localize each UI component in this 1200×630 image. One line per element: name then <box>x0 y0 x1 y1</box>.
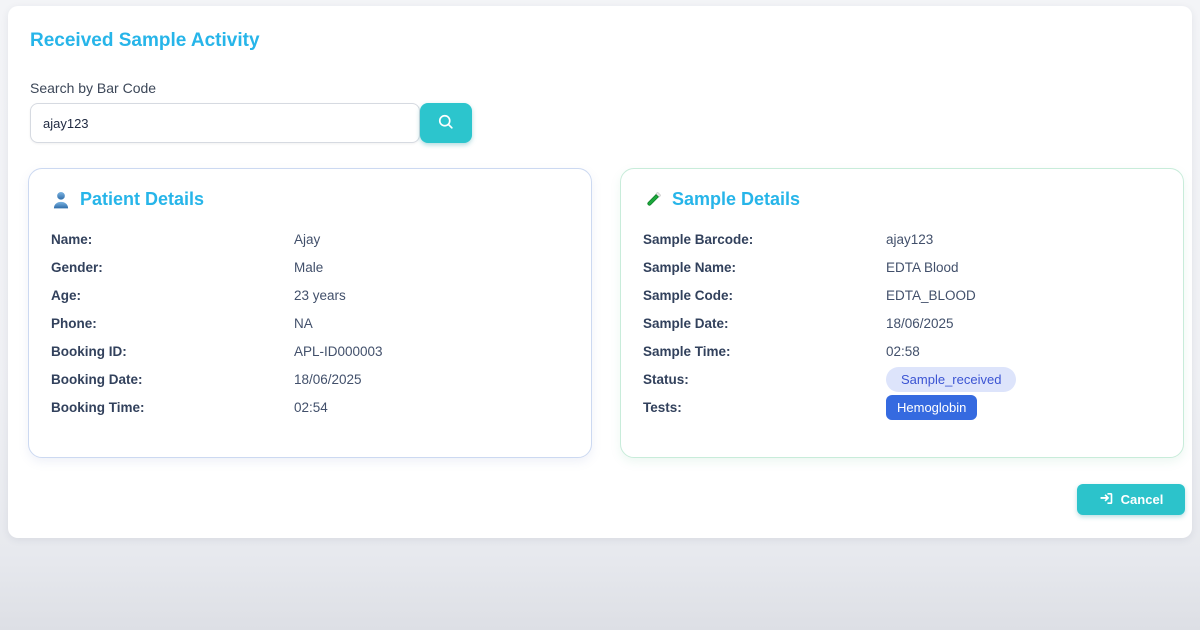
cancel-button-label: Cancel <box>1120 492 1164 507</box>
test-badge: Hemoglobin <box>886 394 978 420</box>
sample-details-card: Sample Details Sample Barcode: ajay123 S… <box>620 168 1184 458</box>
sample-card-title-text: Sample Details <box>672 189 801 209</box>
field-label: Sample Name: <box>643 259 737 275</box>
field-value: APL-ID000003 <box>294 343 383 359</box>
status-row: Status: Sample_received <box>643 365 1161 393</box>
detail-row: Sample Date: 18/06/2025 <box>643 309 1161 337</box>
detail-row: Phone: NA <box>51 309 569 337</box>
field-value: NA <box>294 315 313 331</box>
field-value: EDTA Blood <box>886 259 959 275</box>
barcode-search-input[interactable] <box>30 103 420 143</box>
cancel-button[interactable]: Cancel <box>1077 484 1185 515</box>
search-label: Search by Bar Code <box>30 80 157 96</box>
field-value: 23 years <box>294 287 346 303</box>
field-label: Name: <box>51 231 93 247</box>
user-icon <box>51 190 71 210</box>
detail-row: Age: 23 years <box>51 281 569 309</box>
detail-row: Booking ID: APL-ID000003 <box>51 337 569 365</box>
field-value: 18/06/2025 <box>294 371 362 387</box>
patient-card-title-text: Patient Details <box>80 189 205 209</box>
field-value: Male <box>294 259 324 275</box>
patient-details-card: Patient Details Name: Ajay Gender: Male … <box>28 168 592 458</box>
field-label: Age: <box>51 287 81 303</box>
field-label: Status: <box>643 371 689 387</box>
detail-row: Sample Barcode: ajay123 <box>643 225 1161 253</box>
field-value: ajay123 <box>886 231 934 247</box>
sign-in-icon <box>1099 491 1114 509</box>
field-label: Gender: <box>51 259 103 275</box>
field-label: Sample Date: <box>643 315 729 331</box>
field-label: Booking Date: <box>51 371 143 387</box>
field-label: Phone: <box>51 315 97 331</box>
detail-row: Sample Name: EDTA Blood <box>643 253 1161 281</box>
detail-row: Booking Time: 02:54 <box>51 393 569 421</box>
field-value: 02:58 <box>886 343 920 359</box>
search-button[interactable] <box>420 103 472 143</box>
detail-row: Sample Code: EDTA_BLOOD <box>643 281 1161 309</box>
sample-card-title: Sample Details <box>643 189 1161 210</box>
field-label: Sample Code: <box>643 287 734 303</box>
test-tube-icon <box>643 190 663 210</box>
field-value: 02:54 <box>294 399 328 415</box>
status-badge: Sample_received <box>886 366 1017 392</box>
field-label: Tests: <box>643 399 682 415</box>
field-label: Booking ID: <box>51 343 127 359</box>
main-panel: Received Sample Activity Search by Bar C… <box>8 6 1192 538</box>
tests-row: Tests: Hemoglobin <box>643 393 1161 421</box>
magnifier-icon <box>436 112 456 135</box>
field-label: Sample Time: <box>643 343 731 359</box>
field-value: Ajay <box>294 231 321 247</box>
details-cards-row: Patient Details Name: Ajay Gender: Male … <box>28 168 1184 458</box>
detail-row: Sample Time: 02:58 <box>643 337 1161 365</box>
page-title: Received Sample Activity <box>30 30 260 51</box>
field-label: Sample Barcode: <box>643 231 754 247</box>
detail-row: Gender: Male <box>51 253 569 281</box>
patient-card-title: Patient Details <box>51 189 569 210</box>
field-value: 18/06/2025 <box>886 315 954 331</box>
field-label: Booking Time: <box>51 399 145 415</box>
field-value: EDTA_BLOOD <box>886 287 976 303</box>
detail-row: Booking Date: 18/06/2025 <box>51 365 569 393</box>
detail-row: Name: Ajay <box>51 225 569 253</box>
